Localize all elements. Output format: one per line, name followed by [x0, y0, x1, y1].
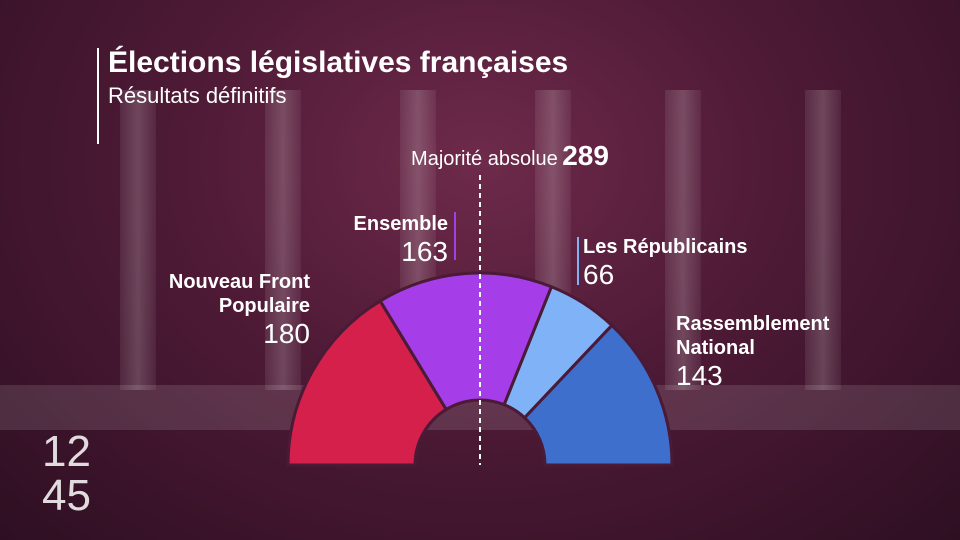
party-seats: 66 — [583, 259, 615, 290]
seat-segment — [522, 323, 674, 467]
column — [120, 90, 156, 390]
majority: Majorité absolue 289 — [0, 140, 960, 172]
column — [805, 90, 841, 390]
column — [665, 90, 701, 390]
column — [265, 90, 301, 390]
subtitle: Résultats définitifs — [108, 83, 287, 108]
seat-segment — [378, 271, 554, 412]
party-label: Rassemblement National 143 — [676, 312, 876, 392]
clock-minutes: 45 — [42, 471, 91, 520]
party-name: Ensemble — [353, 213, 448, 235]
label-rule — [577, 237, 579, 285]
party-seats: 143 — [676, 360, 723, 391]
party-name: Nouveau Front Populaire — [168, 271, 310, 317]
party-seats: 163 — [401, 236, 448, 267]
majority-label: Majorité absolue — [411, 148, 558, 170]
majority-value: 289 — [562, 140, 609, 171]
party-label: Les Républicains 66 — [583, 235, 803, 291]
seat-segment — [286, 298, 449, 467]
title: Élections législatives françaises — [108, 46, 569, 79]
title-rule — [97, 48, 99, 144]
party-label: Ensemble 163 — [250, 212, 448, 268]
party-name: Les Républicains — [583, 236, 748, 258]
party-label: Nouveau Front Populaire 180 — [130, 270, 310, 350]
clock-hours: 12 — [42, 427, 91, 476]
party-name: Rassemblement National — [676, 313, 830, 359]
party-seats: 180 — [263, 318, 310, 349]
clock: 12 45 — [42, 430, 91, 518]
label-rule — [454, 212, 456, 260]
